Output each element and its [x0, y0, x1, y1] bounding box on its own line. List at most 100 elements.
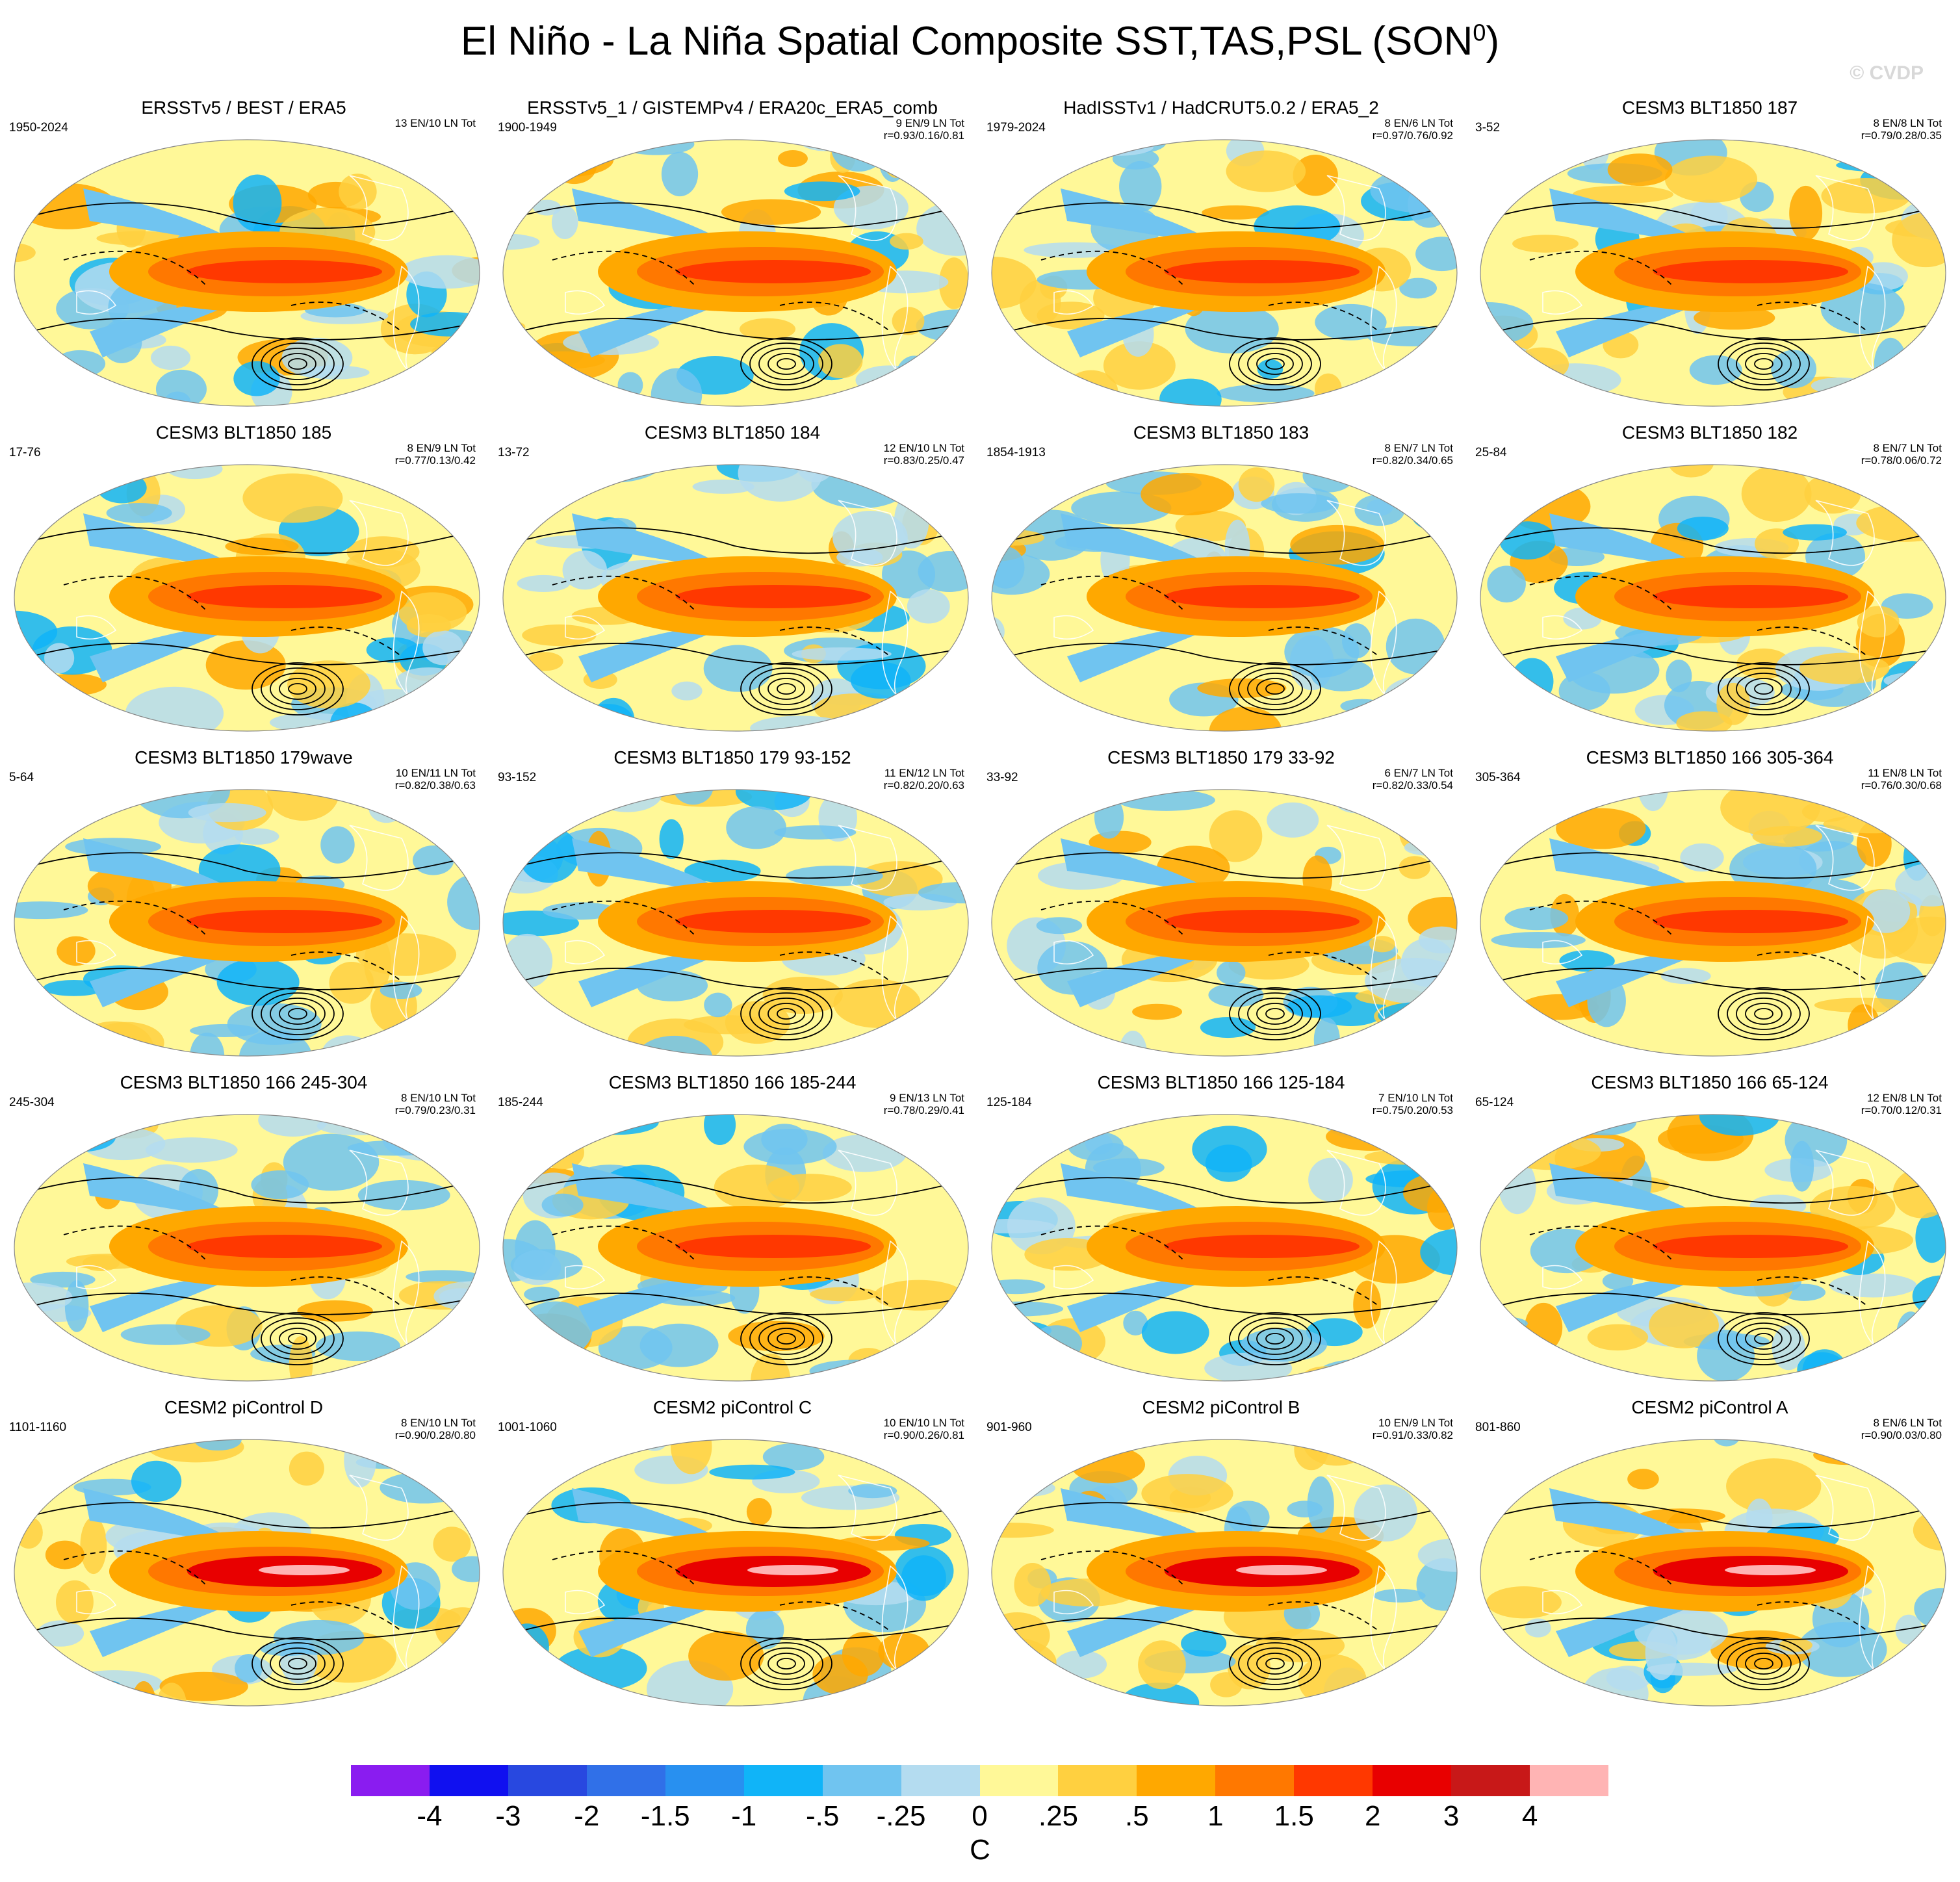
anomaly-patch	[651, 368, 703, 406]
psl-contour	[37, 527, 467, 554]
anomaly-patch	[1001, 1132, 1048, 1163]
anomaly-patch	[1399, 277, 1438, 299]
psl-contour-negative	[552, 575, 696, 612]
psl-high-contour	[767, 353, 805, 375]
map-border	[14, 464, 480, 732]
anomaly-patch	[1536, 465, 1597, 476]
psl-contour-negative	[63, 1225, 207, 1261]
panel-title: CESM3 BLT1850 166 305-364	[1586, 747, 1834, 767]
colorbar-tick-label: .5	[1125, 1800, 1149, 1832]
psl-contour-negative	[1268, 951, 1380, 982]
psl-high-contour	[261, 1317, 335, 1360]
panel-correlation: r=0.97/0.76/0.92	[1372, 129, 1453, 142]
map-panel: ERSSTv5_1 / GISTEMPv4 / ERA20c_ERA5_comb…	[489, 97, 976, 409]
anomaly-patch	[1874, 337, 1907, 393]
psl-high-contour	[251, 337, 344, 391]
anomaly-patch	[287, 660, 370, 709]
anomaly-patch	[1587, 1324, 1649, 1351]
anomaly-patch	[1606, 1666, 1651, 1691]
anomaly-patch	[517, 574, 571, 592]
anomaly-patch	[283, 1133, 380, 1191]
anomaly-patch	[417, 1439, 472, 1482]
anomaly-patch	[1666, 660, 1692, 693]
panel-event-count: 6 EN/7 LN Tot	[1384, 767, 1453, 779]
psl-high-contour	[270, 1647, 326, 1680]
psl-high-contour	[1736, 998, 1792, 1030]
anomaly-patch	[929, 1115, 968, 1161]
map-border	[502, 1439, 969, 1707]
anomaly-patch	[777, 150, 808, 168]
psl-high-contour	[749, 992, 823, 1035]
psl-high-contour	[777, 1008, 796, 1020]
map-border	[502, 789, 969, 1057]
psl-contour	[1503, 202, 1933, 229]
panel-correlation: r=0.79/0.23/0.31	[394, 1104, 476, 1116]
anomaly-patch	[1499, 521, 1556, 560]
colorbar-swatch	[1530, 1765, 1608, 1796]
psl-contour	[1008, 968, 1445, 990]
psl-contour	[519, 1618, 956, 1640]
anomaly-patch	[998, 505, 1045, 520]
anomaly-patch	[1677, 516, 1729, 541]
anomaly-patch	[503, 973, 517, 997]
anomaly-patch	[1141, 1474, 1233, 1514]
panel-event-count: 11 EN/8 LN Tot	[1868, 767, 1942, 779]
anomaly-patch	[774, 825, 857, 840]
anomaly-patch	[20, 1006, 68, 1035]
anomaly-patch	[43, 980, 105, 996]
anomaly-patch	[714, 1165, 800, 1211]
anomaly-patch	[786, 865, 883, 886]
anomaly-patch	[704, 992, 732, 1018]
psl-high-contour	[1238, 992, 1312, 1035]
anomaly-patch	[64, 1280, 89, 1332]
anomaly-patch	[1660, 968, 1711, 985]
anomaly-patch	[14, 1656, 38, 1670]
anomaly-patch	[1480, 1039, 1519, 1056]
anomaly-patch	[1353, 1280, 1382, 1329]
panel-event-count: 8 EN/10 LN Tot	[401, 1417, 476, 1429]
anomaly-patch	[992, 140, 1074, 175]
panel-years: 1101-1160	[9, 1421, 67, 1434]
title-text: El Niño - La Niña Spatial Composite SST,…	[460, 19, 1473, 64]
robinson-map	[991, 1114, 1458, 1382]
map-border	[1480, 789, 1946, 1057]
south-america-outline	[1370, 915, 1397, 1021]
panel-years: 5-64	[9, 771, 34, 784]
psl-high-contour	[749, 1642, 823, 1685]
north-america-outline	[838, 825, 897, 891]
panel-title: CESM3 BLT1850 166 185-244	[608, 1072, 857, 1092]
anomaly-patch	[166, 465, 223, 480]
anomaly-patch	[233, 361, 280, 396]
anomaly-patch	[281, 337, 353, 378]
robinson-map	[1480, 464, 1946, 732]
anomaly-patch	[1354, 1033, 1418, 1056]
psl-high-contour	[1727, 342, 1801, 385]
anomaly-patch	[896, 355, 933, 398]
anomaly-patch	[106, 502, 172, 523]
psl-high-contour	[1727, 992, 1801, 1035]
anomaly-patch	[1081, 140, 1154, 156]
north-america-outline	[1326, 175, 1386, 241]
cool-band-south	[1067, 949, 1223, 1007]
anomaly-patch	[1500, 1364, 1544, 1381]
psl-high-contour	[1256, 1003, 1294, 1025]
anomaly-patch	[1238, 467, 1275, 502]
anomaly-patch	[1378, 385, 1457, 406]
psl-high-contour	[1727, 667, 1801, 710]
psl-contour	[1497, 643, 1933, 665]
map-panel: CESM2 piControl B 901-960 10 EN/9 LN Tot r=…	[977, 1397, 1465, 1709]
map-border	[502, 1114, 969, 1382]
map-panel: CESM3 BLT1850 185 17-76 8 EN/9 LN Tot r=0.7…	[0, 422, 487, 734]
psl-high-contour	[261, 992, 335, 1035]
psl-contour-negative	[1040, 1225, 1185, 1261]
psl-high-contour	[1247, 1647, 1303, 1680]
panel-title: ERSSTv5 / BEST / ERA5	[141, 97, 346, 118]
anomaly-patch	[1895, 863, 1946, 907]
psl-high-contour	[1718, 662, 1810, 715]
psl-contour	[1014, 852, 1445, 879]
psl-contour-negative	[552, 1225, 696, 1261]
psl-high-contour	[1238, 667, 1312, 710]
psl-contour	[1503, 527, 1933, 554]
psl-contour	[31, 1293, 467, 1315]
anomaly-patch	[320, 826, 355, 864]
